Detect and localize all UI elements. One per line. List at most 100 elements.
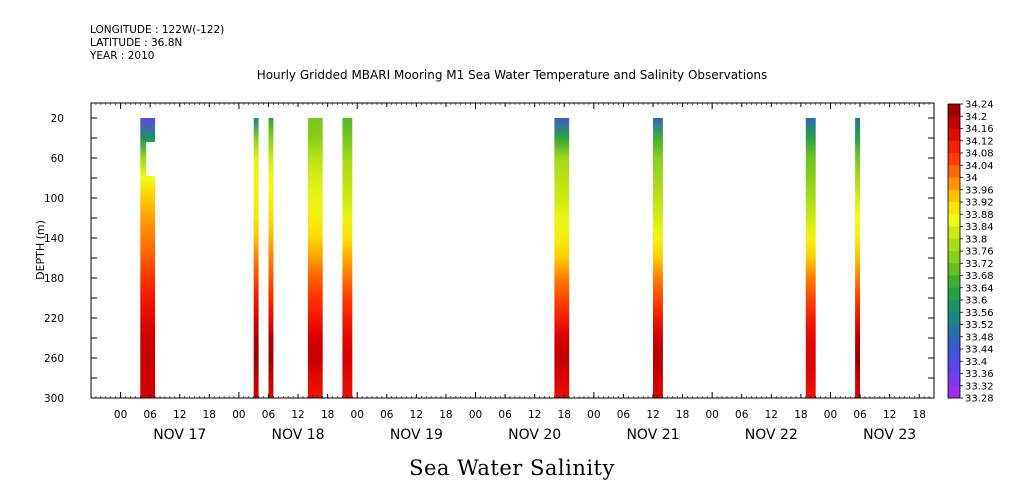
colorbar-label: 33.84 — [965, 222, 994, 233]
colorbar-swatch — [948, 385, 960, 399]
x-tick-label: 18 — [676, 409, 689, 421]
x-tick-label: 12 — [528, 409, 541, 421]
colorbar-swatch — [948, 214, 960, 227]
x-tick-label: 18 — [203, 409, 216, 421]
data-band — [855, 118, 860, 398]
colorbar-swatch — [948, 116, 960, 129]
colorbar-label: 33.76 — [965, 247, 994, 258]
y-tick-label: 180 — [44, 273, 64, 285]
x-tick-label: 00 — [705, 409, 718, 421]
colorbar-swatch — [948, 189, 960, 203]
x-day-label: NOV 23 — [863, 427, 916, 443]
y-tick-label: 100 — [44, 193, 64, 205]
chart-title: Hourly Gridded MBARI Mooring M1 Sea Wate… — [256, 68, 768, 82]
colorbar-label: 33.48 — [965, 332, 994, 343]
colorbar-swatch — [948, 238, 960, 252]
axes: 00 06 12 18 00 06 12 18 00 06 12 18 00 06 12 18 00 06 12 18… — [44, 103, 935, 443]
header-metadata: LONGITUDE : 122W(-122) LATITUDE : 36.8N … — [90, 24, 224, 63]
colorbar-label: 33.36 — [965, 369, 994, 380]
latitude-label: LATITUDE : 36.8N — [90, 37, 183, 49]
colorbar-label: 33.56 — [965, 308, 994, 319]
data-band — [554, 118, 570, 398]
colorbar-label: 33.64 — [965, 283, 994, 294]
data-band — [268, 118, 274, 398]
colorbar-label: 34.04 — [965, 161, 994, 172]
x-tick-label: 06 — [262, 409, 276, 421]
x-tick-label: 00 — [114, 409, 127, 421]
x-day-label: NOV 19 — [390, 427, 443, 443]
x-tick-label: 12 — [883, 409, 896, 421]
colorbar-swatch — [948, 373, 960, 387]
data-band — [140, 118, 156, 398]
data-bands — [140, 118, 860, 398]
colorbar-label: 33.96 — [965, 185, 994, 196]
data-gap — [146, 142, 156, 176]
colorbar-swatch — [948, 104, 960, 117]
x-tick-label: 06 — [735, 409, 749, 421]
x-day-label: NOV 17 — [153, 427, 206, 443]
x-tick-label: 18 — [794, 409, 807, 421]
y-tick-label: 60 — [51, 153, 64, 165]
y-tick-label: 260 — [44, 353, 64, 365]
colorbar-label: 33.72 — [965, 259, 994, 270]
colorbar-label: 33.4 — [965, 357, 987, 368]
colorbar-swatch — [948, 177, 960, 191]
colorbar-swatch — [948, 263, 960, 276]
x-day-label: NOV 21 — [626, 427, 679, 443]
data-band — [342, 118, 353, 398]
x-tick-label: 18 — [321, 409, 334, 421]
x-tick-label: 06 — [380, 409, 394, 421]
colorbar-swatch — [948, 287, 960, 301]
variable-name: Sea Water Salinity — [409, 456, 615, 480]
colorbar-label: 33.32 — [965, 381, 994, 392]
colorbar-swatch — [948, 324, 960, 338]
x-tick-label: 12 — [173, 409, 186, 421]
y-tick-label: 220 — [44, 313, 64, 325]
y-tick-label: 300 — [44, 393, 64, 405]
colorbar-swatch — [948, 226, 960, 240]
data-band — [653, 118, 663, 398]
x-tick-label: 12 — [410, 409, 423, 421]
x-day-label: NOV 20 — [508, 427, 561, 443]
x-tick-label: 18 — [558, 409, 571, 421]
x-tick-label: 00 — [469, 409, 482, 421]
x-day-label: NOV 22 — [745, 427, 798, 443]
x-tick-label: 00 — [232, 409, 245, 421]
colorbar-swatch — [948, 140, 960, 154]
colorbar-label: 34.24 — [965, 100, 994, 111]
colorbar-swatch — [948, 349, 960, 362]
colorbar-swatch — [948, 153, 960, 166]
colorbar-swatch — [948, 202, 960, 215]
colorbar-label: 33.8 — [965, 234, 987, 245]
longitude-label: LONGITUDE : 122W(-122) — [90, 24, 225, 36]
y-axis-label: DEPTH (m) — [34, 220, 47, 280]
year-label: YEAR : 2010 — [90, 50, 155, 62]
colorbar-swatch — [948, 251, 960, 264]
x-tick-label: 00 — [351, 409, 364, 421]
colorbar-label: 33.68 — [965, 271, 994, 282]
x-day-label: NOV 18 — [272, 427, 325, 443]
x-tick-label: 06 — [617, 409, 631, 421]
colorbar-swatch — [948, 128, 960, 142]
colorbar-label: 33.52 — [965, 320, 994, 331]
x-tick-label: 00 — [824, 409, 837, 421]
colorbar-label: 34.16 — [965, 124, 994, 135]
x-tick-label: 18 — [913, 409, 926, 421]
x-tick-label: 06 — [498, 409, 512, 421]
x-tick-label: 00 — [587, 409, 600, 421]
colorbar-label: 33.6 — [965, 296, 987, 307]
y-tick-label: 140 — [44, 233, 64, 245]
colorbar-swatch — [948, 275, 960, 289]
data-band — [307, 118, 323, 398]
x-tick-label: 12 — [291, 409, 304, 421]
data-band — [253, 118, 259, 398]
x-tick-label: 18 — [439, 409, 452, 421]
colorbar-swatch — [948, 300, 960, 313]
colorbar-swatch — [948, 336, 960, 350]
colorbar-label: 34.2 — [965, 112, 987, 123]
plot-frame — [90, 102, 935, 399]
colorbar-swatch — [948, 165, 960, 178]
data-band — [805, 118, 816, 398]
colorbar-swatch — [948, 312, 960, 325]
